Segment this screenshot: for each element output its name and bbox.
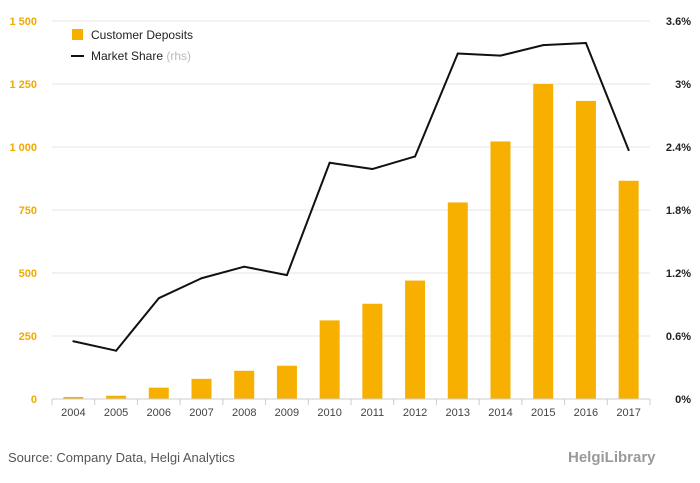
y-left-tick-label: 1 500 — [9, 16, 37, 28]
y-right-tick-label: 3.6% — [666, 16, 691, 28]
x-tick-label: 2017 — [616, 407, 640, 419]
point-market-share-2004 — [72, 340, 75, 343]
y-axis-left: 0 250 500 750 1 000 1 250 1 500 — [9, 16, 37, 406]
point-market-share-2015 — [542, 44, 545, 47]
x-tick-label: 2004 — [61, 407, 85, 419]
bar-customer-deposits-2008 — [234, 370, 255, 399]
bar-customer-deposits-2017 — [618, 180, 639, 399]
legend-label-deposits: Customer Deposits — [91, 28, 193, 42]
point-market-share-2017 — [627, 149, 630, 152]
point-market-share-2009 — [285, 274, 288, 277]
legend-swatch-deposits — [72, 29, 83, 40]
y-left-tick-label: 1 250 — [9, 79, 37, 91]
x-tick-label: 2006 — [147, 407, 171, 419]
bar-customer-deposits-2007 — [191, 378, 212, 399]
x-tick-label: 2011 — [361, 407, 385, 419]
bar-customer-deposits-2016 — [575, 100, 596, 399]
x-tick-label: 2010 — [317, 407, 341, 419]
x-tick-label: 2008 — [232, 407, 256, 419]
x-tick-label: 2016 — [574, 407, 598, 419]
legend-label-market-share: Market Share (rhs) — [91, 49, 191, 63]
bar-customer-deposits-2014 — [490, 141, 511, 399]
bar-customer-deposits-2015 — [533, 84, 554, 399]
bar-customer-deposits-2004 — [63, 396, 84, 399]
y-left-tick-label: 750 — [19, 205, 37, 217]
x-tick-label: 2012 — [403, 407, 427, 419]
x-tick-label: 2013 — [446, 407, 470, 419]
y-right-tick-label: 2.4% — [666, 142, 691, 154]
legend: Customer Deposits Market Share (rhs) — [71, 28, 193, 63]
brand-logo: HelgiLibrary — [568, 449, 656, 466]
grid — [52, 20, 650, 400]
legend-market-share-name: Market Share — [91, 49, 163, 63]
bars — [63, 84, 639, 399]
x-axis: 2004 2005 2006 2007 2008 2009 2010 2011 2012 2013… — [51, 398, 651, 419]
chart: 0 250 500 750 1 000 1 250 1 500 0% 0.6% 1.2% 1.8%… — [9, 16, 691, 419]
point-market-share-2013 — [456, 52, 459, 55]
y-right-tick-label: 0.6% — [666, 331, 691, 343]
y-left-tick-label: 250 — [19, 331, 37, 343]
bar-customer-deposits-2005 — [106, 395, 127, 399]
bar-customer-deposits-2013 — [447, 202, 468, 399]
point-market-share-2005 — [115, 349, 118, 352]
x-tick-label: 2014 — [488, 407, 512, 419]
y-left-tick-label: 500 — [19, 268, 37, 280]
market-share-line-group — [72, 42, 630, 352]
x-tick-label: 2009 — [275, 407, 299, 419]
source-text: Source: Company Data, Helgi Analytics — [8, 450, 235, 465]
y-right-tick-label: 1.8% — [666, 205, 691, 217]
bar-customer-deposits-2010 — [319, 320, 340, 399]
point-market-share-2008 — [243, 265, 246, 268]
y-left-tick-label: 0 — [31, 394, 37, 406]
y-right-tick-label: 3% — [675, 79, 691, 91]
bar-customer-deposits-2011 — [362, 303, 383, 399]
x-tick-label: 2015 — [531, 407, 555, 419]
point-market-share-2012 — [414, 155, 417, 158]
point-market-share-2010 — [328, 161, 331, 164]
x-tick-label: 2005 — [104, 407, 128, 419]
y-right-tick-label: 1.2% — [666, 268, 691, 280]
y-axis-right: 0% 0.6% 1.2% 1.8% 2.4% 3% 3.6% — [666, 16, 691, 406]
legend-rhs-suffix: (rhs) — [166, 49, 191, 63]
point-market-share-2007 — [200, 277, 203, 280]
bar-customer-deposits-2009 — [276, 365, 297, 399]
point-market-share-2011 — [371, 168, 374, 171]
point-market-share-2006 — [157, 297, 160, 300]
bar-customer-deposits-2006 — [148, 387, 169, 399]
line-market-share — [73, 42, 630, 352]
point-market-share-2016 — [584, 42, 587, 45]
y-left-tick-label: 1 000 — [9, 142, 37, 154]
y-right-tick-label: 0% — [675, 394, 691, 406]
point-market-share-2014 — [499, 54, 502, 57]
bar-customer-deposits-2012 — [405, 280, 426, 399]
x-tick-label: 2007 — [189, 407, 213, 419]
